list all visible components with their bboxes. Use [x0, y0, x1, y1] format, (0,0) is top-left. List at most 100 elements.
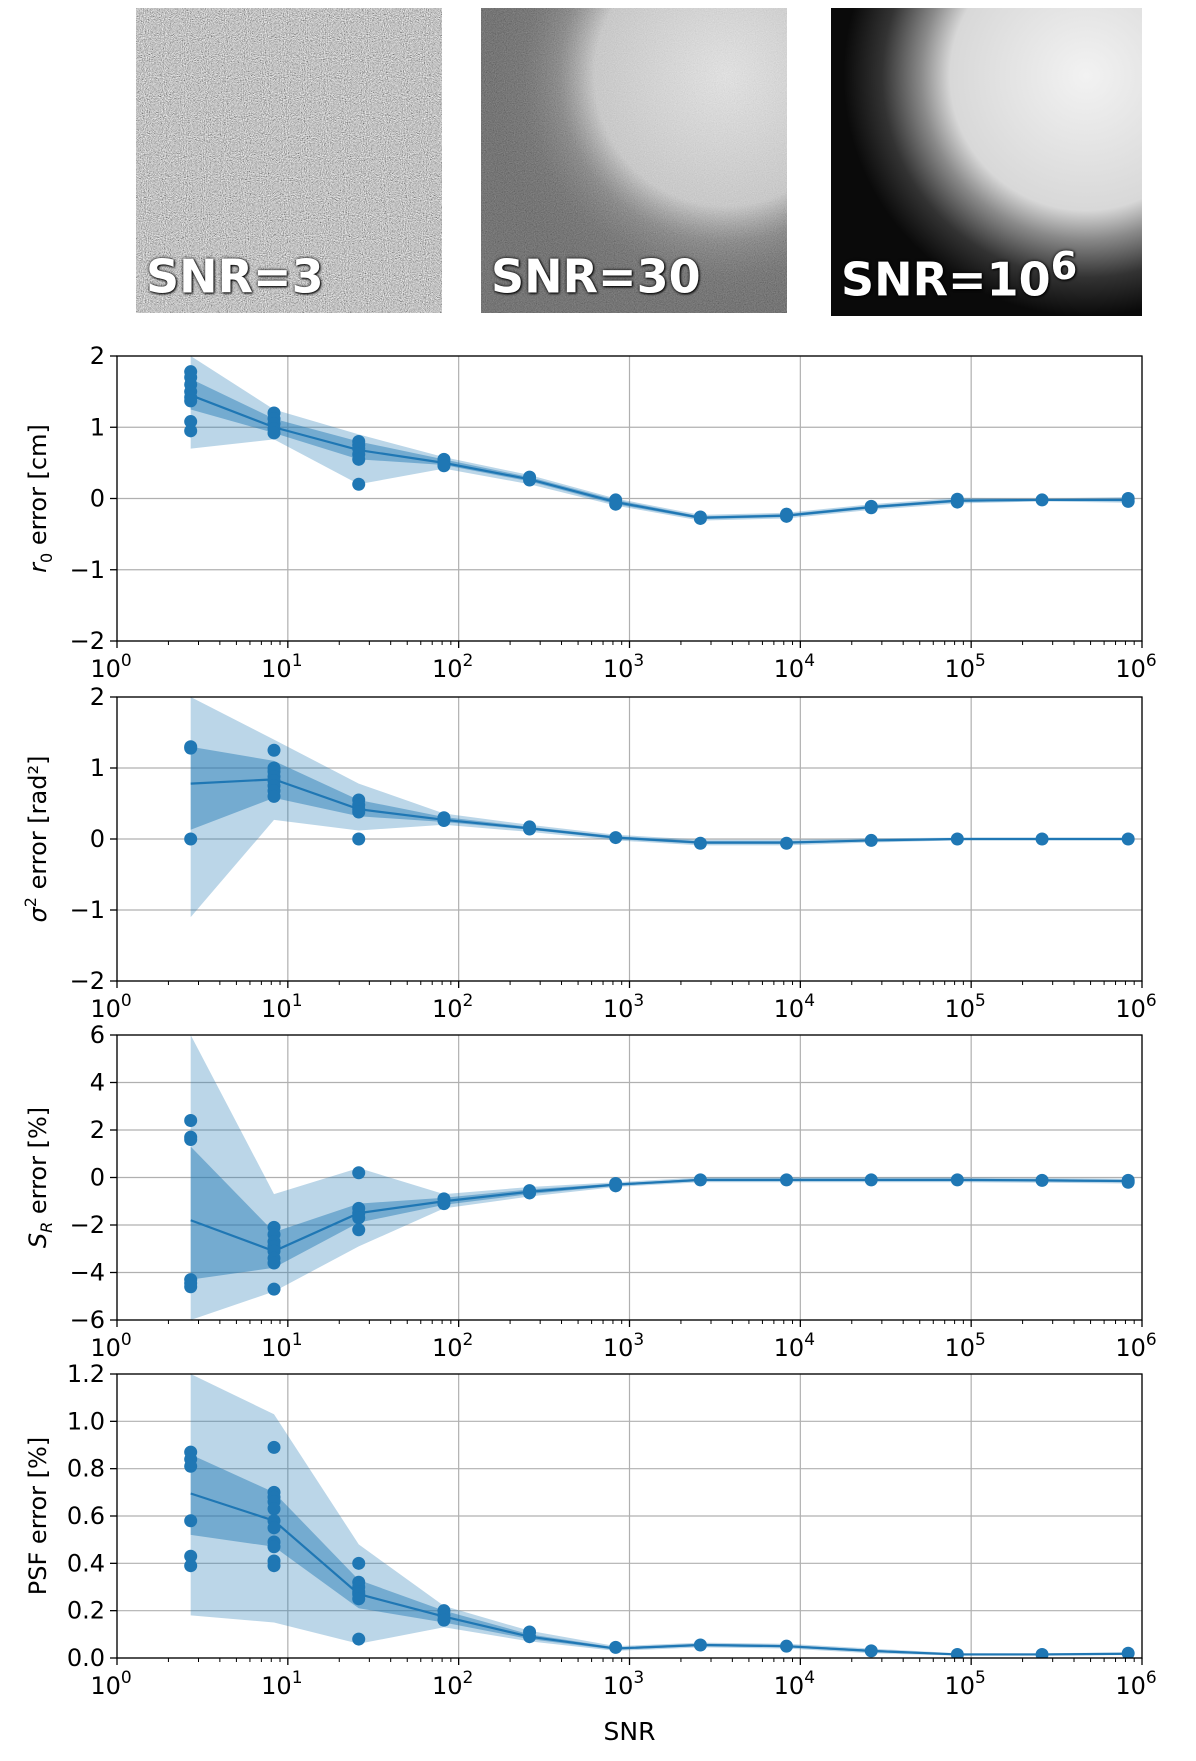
x-tick-label: 104: [774, 1330, 815, 1362]
data-point: [609, 497, 623, 511]
data-point: [184, 1549, 198, 1563]
data-point: [352, 1556, 366, 1570]
data-point: [267, 1540, 281, 1554]
y-tick-label: 2: [90, 1116, 105, 1144]
confidence-band-inner: [190, 378, 1129, 520]
data-point: [950, 1647, 964, 1658]
y-tick-label: 0.0: [67, 1644, 105, 1672]
data-point: [352, 832, 366, 846]
x-tick-label: 101: [261, 991, 302, 1023]
data-point: [1035, 832, 1049, 846]
y-tick-label: −4: [70, 1259, 105, 1287]
data-point: [780, 1639, 794, 1653]
y-tick-label: 1: [90, 754, 105, 782]
data-point: [437, 1613, 451, 1627]
data-point: [184, 832, 198, 846]
data-point: [523, 1186, 537, 1200]
y-tick-label: 0.4: [67, 1549, 105, 1577]
data-point: [609, 1179, 623, 1193]
thumbnail-image-snr-30: [481, 8, 787, 313]
x-tick-label: 100: [90, 651, 131, 683]
x-tick-label: 100: [90, 991, 131, 1023]
data-point: [693, 511, 707, 525]
data-point: [1121, 494, 1135, 508]
y-tick-label: 4: [90, 1069, 105, 1097]
plot-panel: 100 101 102 103 104 105 106 0.0 0.2 0.4 0.6 0.8 1.0 1…: [24, 1360, 1157, 1700]
data-point: [267, 1440, 281, 1454]
data-point: [184, 1559, 198, 1573]
data-point: [864, 833, 878, 847]
plot-panel: 100 101 102 103 104 105 106 −2 −1 0 1 2 r0 error [cm…: [24, 342, 1157, 683]
thumbnail-label: SNR=106: [841, 243, 1078, 306]
x-tick-label: 102: [432, 651, 473, 683]
data-point: [437, 1197, 451, 1211]
x-axis-label: SNR: [604, 1717, 656, 1746]
data-point: [267, 1559, 281, 1573]
y-tick-label: 2: [90, 683, 105, 711]
thumbnail-snr-3: SNR=3: [136, 8, 442, 313]
y-axis-label: SR error [%]: [24, 1107, 56, 1248]
x-tick-label: 100: [90, 1330, 131, 1362]
data-point: [523, 822, 537, 836]
mean-line: [190, 1178, 1129, 1253]
data-point: [864, 501, 878, 515]
data-point: [693, 836, 707, 850]
data-point: [184, 1514, 198, 1528]
data-point: [864, 1644, 878, 1658]
x-tick-label: 105: [944, 1668, 985, 1700]
data-point: [780, 1173, 794, 1187]
data-point: [184, 1280, 198, 1294]
data-point: [1035, 1173, 1049, 1187]
y-axis-label: PSF error [%]: [24, 1437, 52, 1595]
x-tick-label: 104: [774, 1668, 815, 1700]
x-tick-label: 106: [1115, 1330, 1156, 1362]
x-tick-label: 101: [261, 651, 302, 683]
plot-panel: 100 101 102 103 104 105 106 −2 −1 0 1 2 σ2 error [ra…: [21, 683, 1157, 1023]
x-tick-label: 103: [603, 651, 644, 683]
data-point: [184, 1133, 198, 1146]
thumbnail-strip: SNR=3 SNR=30: [0, 0, 1196, 320]
y-tick-label: 0.6: [67, 1502, 105, 1530]
x-tick-label: 105: [944, 1330, 985, 1362]
data-point: [437, 814, 451, 828]
y-tick-label: 0.2: [67, 1597, 105, 1625]
data-point: [780, 509, 794, 523]
confidence-band-outer: [190, 1374, 1129, 1656]
data-point: [184, 741, 198, 755]
thumbnail-image-snr-3: [136, 8, 442, 313]
y-tick-label: −2: [70, 967, 105, 995]
confidence-band-outer: [190, 697, 1129, 918]
y-tick-label: 0.8: [67, 1455, 105, 1483]
data-point: [1121, 1646, 1135, 1658]
confidence-band-outer: [190, 1035, 1129, 1320]
y-axis-label: σ2 error [rad²]: [21, 756, 52, 923]
x-tick-label: 100: [90, 1668, 131, 1700]
y-tick-label: 0: [90, 485, 105, 513]
data-point: [184, 394, 198, 408]
data-point: [693, 1638, 707, 1652]
plot-area: [184, 697, 1135, 918]
data-point: [523, 1630, 537, 1644]
x-tick-label: 103: [603, 1330, 644, 1362]
data-point: [352, 1223, 366, 1237]
data-point: [352, 452, 366, 466]
thumbnail-label: SNR=30: [491, 249, 701, 303]
x-tick-label: 102: [432, 1668, 473, 1700]
data-point: [352, 1166, 366, 1180]
data-point: [184, 415, 198, 429]
y-tick-label: −1: [70, 556, 105, 584]
data-point: [352, 477, 366, 491]
x-tick-label: 103: [603, 1668, 644, 1700]
data-point: [1121, 832, 1135, 846]
plot-area: [184, 1035, 1135, 1320]
thumbnail-snr-30: SNR=30: [481, 8, 787, 313]
y-tick-label: 2: [90, 342, 105, 370]
x-tick-label: 104: [774, 991, 815, 1023]
y-tick-label: 1.0: [67, 1407, 105, 1435]
y-tick-label: −1: [70, 896, 105, 924]
y-tick-label: −6: [70, 1306, 105, 1334]
thumbnail-snr-1e6: SNR=106: [831, 8, 1142, 316]
y-tick-label: −2: [70, 1211, 105, 1239]
x-tick-label: 106: [1115, 1668, 1156, 1700]
data-point: [437, 459, 451, 473]
